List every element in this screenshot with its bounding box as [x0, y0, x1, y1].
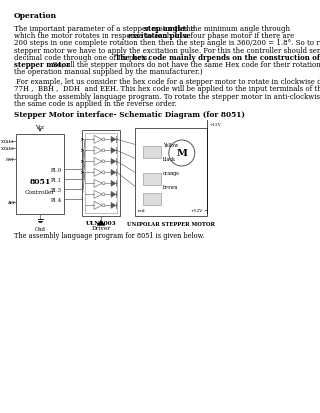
Text: the same code is applied in the reverse order.: the same code is applied in the reverse …: [14, 100, 177, 107]
Polygon shape: [111, 170, 116, 176]
Text: black: black: [163, 157, 176, 161]
Text: Vcc: Vcc: [35, 125, 45, 130]
Circle shape: [102, 204, 105, 207]
Polygon shape: [111, 159, 116, 165]
Text: +12V: +12V: [209, 123, 221, 127]
Polygon shape: [111, 137, 116, 143]
Bar: [143, 147, 161, 159]
Text: excitation pulse: excitation pulse: [128, 32, 191, 40]
Bar: [135, 129, 207, 217]
Text: . In a four phase motor if there are: . In a four phase motor if there are: [171, 32, 295, 40]
Circle shape: [102, 183, 105, 185]
Text: decimal code through one of its ports.: decimal code through one of its ports.: [14, 54, 152, 62]
Text: XTAL2: XTAL2: [1, 147, 15, 151]
Text: The hex code mainly drpends on the construction of the: The hex code mainly drpends on the const…: [116, 54, 320, 62]
Text: +12V: +12V: [191, 209, 203, 213]
Text: Controller: Controller: [25, 190, 55, 195]
Circle shape: [102, 193, 105, 197]
Text: Operation: Operation: [14, 12, 57, 20]
Text: through the assembly language program. To rotate the stepper motor in anti-clock: through the assembly language program. T…: [14, 93, 320, 100]
Text: P1.3: P1.3: [51, 188, 62, 192]
Text: step angle: step angle: [144, 25, 185, 33]
Text: 77H ,  BBH ,  DDH  and EEH. This hex code will be applied to the input terminals: 77H , BBH , DDH and EEH. This hex code w…: [14, 85, 320, 93]
Text: orange: orange: [163, 171, 180, 176]
Text: Stepper Motor interface- Schematic Diagram (for 8051): Stepper Motor interface- Schematic Diagr…: [14, 111, 245, 119]
Text: . So, all the stepper motors do not have the same Hex code for their rotation. (: . So, all the stepper motors do not have…: [48, 61, 320, 69]
Bar: [16, 135, 64, 215]
Text: P1.1: P1.1: [51, 178, 62, 183]
Circle shape: [102, 171, 105, 174]
Text: P1.4: P1.4: [51, 197, 62, 202]
Bar: [143, 194, 161, 206]
Text: which the motor rotates in response to each: which the motor rotates in response to e…: [14, 32, 173, 40]
Text: Gnd: Gnd: [35, 227, 45, 232]
Bar: [82, 131, 120, 217]
Polygon shape: [111, 203, 116, 209]
Text: The important parameter of a stepper motor is the: The important parameter of a stepper mot…: [14, 25, 197, 33]
Polygon shape: [97, 221, 105, 226]
Bar: [143, 174, 161, 186]
Bar: [85, 134, 117, 214]
Circle shape: [102, 138, 105, 142]
Text: XTAL1: XTAL1: [1, 140, 15, 144]
Text: 8051: 8051: [29, 177, 51, 185]
Text: 200 steps in one complete rotation then then the step angle is 360/200 = 1.8°. S: 200 steps in one complete rotation then …: [14, 39, 320, 47]
Text: P1.0: P1.0: [51, 167, 62, 173]
Text: stepper motor: stepper motor: [14, 61, 70, 69]
Text: Yellow: Yellow: [163, 142, 178, 147]
Text: . It is the minimum angle through: . It is the minimum angle through: [171, 25, 291, 33]
Text: red: red: [138, 209, 146, 213]
Polygon shape: [111, 148, 116, 154]
Text: Driver: Driver: [92, 226, 111, 231]
Polygon shape: [111, 181, 116, 187]
Text: stepper motor we have to apply the excitation pulse. For this the controller sho: stepper motor we have to apply the excit…: [14, 46, 320, 55]
Text: ALT: ALT: [7, 201, 15, 205]
Text: the operation manual supplied by the manufacturer.): the operation manual supplied by the man…: [14, 68, 203, 76]
Text: The assembly language program for 8051 is given below.: The assembly language program for 8051 i…: [14, 232, 204, 240]
Text: ULN2003: ULN2003: [86, 221, 116, 226]
Text: M: M: [176, 149, 187, 158]
Text: brown: brown: [163, 185, 178, 190]
Text: RST: RST: [6, 158, 15, 162]
Circle shape: [169, 141, 195, 166]
Circle shape: [102, 161, 105, 164]
Polygon shape: [111, 192, 116, 198]
Text: UNIPOLAR STEPPER MOTOR: UNIPOLAR STEPPER MOTOR: [127, 222, 215, 227]
Circle shape: [102, 150, 105, 152]
Text: For example, let us consider the hex code for a stepper motor to rotate in clock: For example, let us consider the hex cod…: [14, 78, 320, 86]
